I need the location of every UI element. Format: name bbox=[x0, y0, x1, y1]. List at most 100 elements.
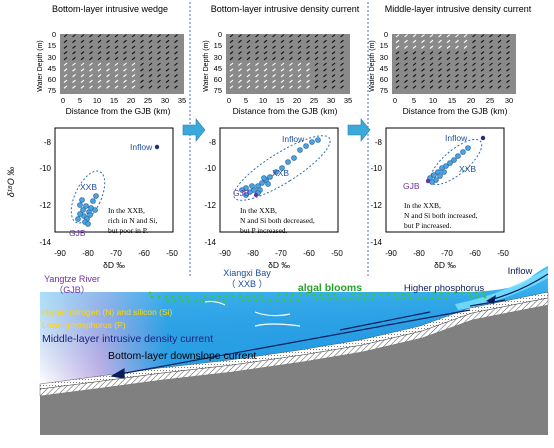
velocity-arrow bbox=[446, 79, 451, 84]
velocity-arrow bbox=[165, 85, 170, 89]
inflow-label: Inflow bbox=[130, 142, 153, 152]
tick-label: 15 bbox=[110, 96, 118, 105]
velocity-arrow bbox=[272, 62, 276, 66]
tick-label: 45 bbox=[48, 64, 56, 73]
velocity-arrow bbox=[89, 39, 93, 44]
velocity-arrow bbox=[80, 79, 85, 84]
algal-dot bbox=[481, 291, 485, 295]
tick-label: -14 bbox=[370, 238, 382, 247]
velocity-arrow bbox=[289, 79, 293, 84]
algal-dot bbox=[319, 293, 323, 297]
velocity-arrow bbox=[280, 34, 285, 38]
tick-label: 0 bbox=[393, 96, 397, 105]
x-axis-label: Distance from the GJB (km) bbox=[66, 106, 171, 116]
velocity-arrow bbox=[229, 62, 234, 66]
algal-dot bbox=[178, 295, 182, 299]
algal-dot bbox=[446, 291, 450, 295]
algal-dot bbox=[467, 291, 471, 295]
velocity-arrow bbox=[255, 56, 259, 61]
velocity-arrow bbox=[421, 34, 425, 38]
algal-dot bbox=[430, 296, 434, 300]
velocity-arrow bbox=[280, 73, 285, 78]
scatter-point bbox=[93, 193, 99, 199]
gjb-label: （GJB） bbox=[54, 285, 90, 295]
velocity-arrow bbox=[165, 68, 170, 72]
scatter-point bbox=[455, 153, 461, 159]
velocity-arrows bbox=[229, 34, 344, 89]
y-axis-label: Water Depth (m) bbox=[203, 40, 210, 91]
inflow-arrow bbox=[486, 273, 549, 304]
scatter-point bbox=[447, 160, 453, 166]
scatter-point bbox=[249, 183, 255, 189]
velocity-arrow bbox=[306, 45, 310, 49]
velocity-arrow bbox=[174, 34, 178, 38]
velocity-arrow bbox=[106, 85, 110, 89]
velocity-arrow bbox=[489, 68, 493, 72]
velocity-arrow bbox=[238, 56, 242, 61]
algal-dot bbox=[326, 293, 330, 297]
velocity-arrow bbox=[106, 45, 110, 49]
velocity-arrow bbox=[238, 73, 242, 78]
scatter-point bbox=[291, 155, 297, 161]
algal-dot bbox=[358, 292, 362, 296]
velocity-arrow bbox=[412, 51, 417, 55]
velocity-arrow bbox=[131, 39, 136, 44]
velocity-arrow bbox=[340, 39, 344, 44]
velocity-arrow bbox=[140, 51, 144, 55]
velocity-arrow bbox=[97, 79, 102, 84]
velocity-arrow bbox=[404, 51, 408, 55]
velocity-arrow bbox=[229, 85, 234, 89]
velocity-arrow bbox=[72, 34, 76, 38]
tick-label: 60 bbox=[48, 75, 56, 84]
scatter-point bbox=[265, 181, 271, 187]
velocity-arrow bbox=[297, 79, 302, 84]
inflow-label: Inflow bbox=[282, 134, 305, 144]
velocity-arrow bbox=[255, 73, 259, 78]
velocity-arrow bbox=[446, 51, 451, 55]
velocity-arrow bbox=[246, 85, 251, 89]
algal-dot bbox=[247, 298, 251, 302]
scatter-x-label: δD ‰ bbox=[103, 260, 125, 270]
algal-dot bbox=[180, 299, 184, 303]
tick-label: 75 bbox=[48, 86, 56, 95]
tick-label: 30 bbox=[214, 53, 222, 62]
gjb-label: GJB bbox=[233, 188, 250, 198]
algal-dot bbox=[333, 293, 337, 297]
velocity-arrow bbox=[140, 39, 144, 44]
algal-dot bbox=[261, 298, 265, 302]
velocity-arrow bbox=[395, 39, 400, 44]
bay-schematic: Yangtze River （GJB） Xiangxi Bay （ XXB ） … bbox=[39, 266, 553, 435]
velocity-arrow bbox=[506, 51, 510, 55]
algal-dot bbox=[474, 291, 478, 295]
velocity-arrow bbox=[89, 73, 93, 78]
cluster-ellipse bbox=[233, 135, 331, 201]
velocity-arrow bbox=[165, 51, 170, 55]
algal-dot bbox=[349, 297, 353, 301]
velocity-arrows bbox=[395, 34, 510, 89]
note-line: rich in N and Si, bbox=[108, 216, 157, 225]
velocity-arrow bbox=[455, 51, 459, 55]
tick-label: 30 bbox=[327, 96, 335, 105]
y-ticks: 0 15 30 45 60 75 bbox=[380, 30, 388, 95]
tick-label: -8 bbox=[44, 138, 52, 147]
velocity-arrow bbox=[323, 34, 327, 38]
scatter-point bbox=[451, 157, 457, 163]
velocity-arrow bbox=[497, 56, 502, 61]
y-axis-label: Water Depth (m) bbox=[37, 40, 44, 91]
velocity-arrow bbox=[157, 39, 161, 44]
y-ticks: 0 15 30 45 60 75 bbox=[48, 30, 56, 95]
velocity-arrow bbox=[404, 85, 408, 89]
velocity-arrow bbox=[289, 62, 293, 66]
velocity-arrow bbox=[340, 79, 344, 84]
velocity-arrow bbox=[131, 79, 136, 84]
velocity-arrow bbox=[306, 62, 310, 66]
scatter-point bbox=[431, 172, 437, 178]
velocity-arrow bbox=[489, 34, 493, 38]
velocity-arrow bbox=[157, 56, 161, 61]
velocity-arrow bbox=[404, 73, 408, 78]
tick-label: 20 bbox=[467, 96, 475, 105]
velocity-arrow bbox=[412, 68, 417, 72]
tick-label: 10 bbox=[93, 96, 101, 105]
velocity-arrow bbox=[114, 79, 119, 84]
tick-label: 75 bbox=[380, 86, 388, 95]
